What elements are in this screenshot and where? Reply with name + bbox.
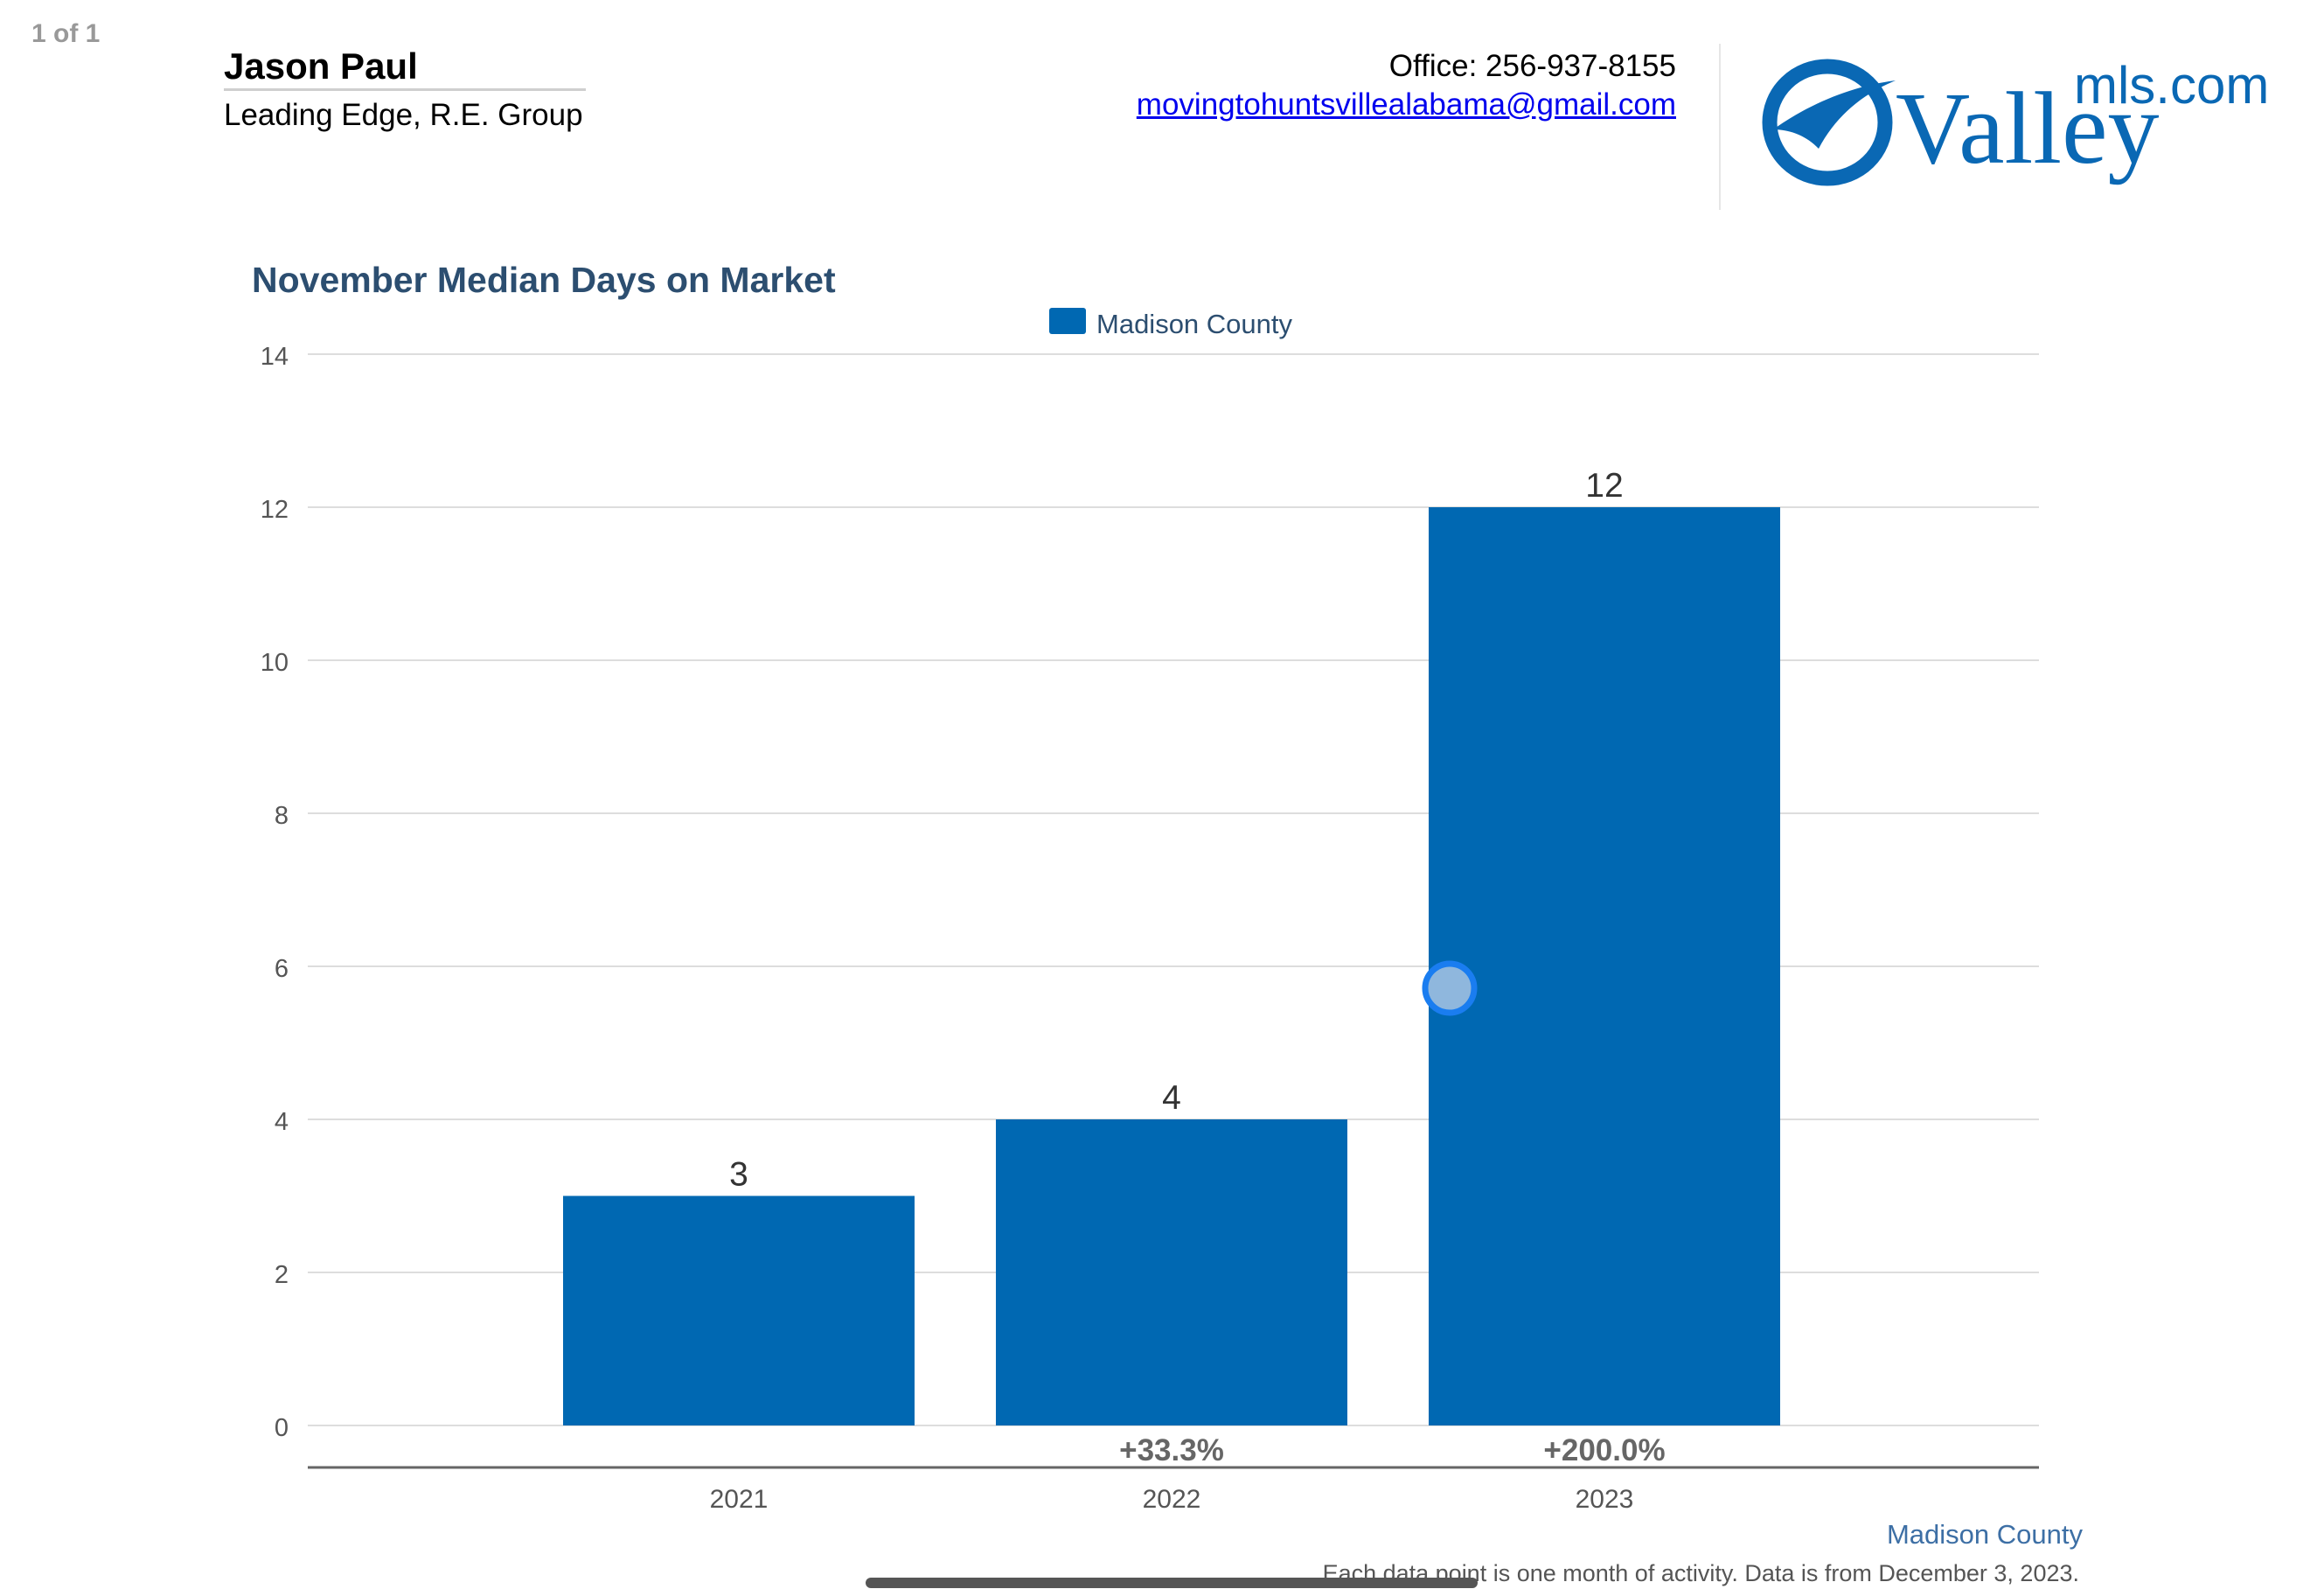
y-tick-label: 14 xyxy=(261,343,289,371)
bars: 3 4 +33.3% 12 +200.0% xyxy=(563,467,1780,1467)
data-label: 12 xyxy=(1585,467,1623,505)
x-tick-label: 2021 xyxy=(710,1485,769,1514)
chart-legend: Madison County xyxy=(1049,308,1293,339)
y-tick-label: 8 xyxy=(275,802,289,830)
valley-mls-logo[interactable]: Valley mls.com xyxy=(1757,51,2282,199)
chart-title: November Median Days on Market xyxy=(252,260,836,300)
logo-primary-text: Valley xyxy=(1896,71,2159,185)
data-label: 3 xyxy=(729,1156,748,1194)
office-phone: Office: 256-937-8155 xyxy=(1388,49,1676,83)
y-tick-label: 2 xyxy=(275,1261,289,1289)
email-link[interactable]: movingtohuntsvillealabama@gmail.com xyxy=(1136,87,1676,122)
y-tick-label: 10 xyxy=(261,649,289,677)
bar-2023 xyxy=(1429,507,1780,1425)
logo-secondary-text: mls.com xyxy=(2074,56,2269,115)
horizontal-scrollbar[interactable] xyxy=(866,1578,1478,1588)
x-tick-label: 2023 xyxy=(1576,1485,1634,1514)
agent-company: Leading Edge, R.E. Group xyxy=(224,98,583,132)
contact-info: Office: 256-937-8155 movingtohuntsvillea… xyxy=(1137,49,1676,122)
data-label: 4 xyxy=(1162,1079,1181,1117)
change-label: +33.3% xyxy=(1119,1433,1224,1467)
page-indicator: 1 of 1 xyxy=(31,19,101,48)
footer-area-label: Madison County xyxy=(1887,1519,2084,1550)
y-tick-label: 12 xyxy=(261,496,289,524)
y-tick-label: 0 xyxy=(275,1414,289,1442)
legend-label: Madison County xyxy=(1096,309,1293,339)
x-tick-label: 2022 xyxy=(1143,1485,1201,1514)
name-divider xyxy=(224,88,586,91)
legend-swatch xyxy=(1049,308,1086,334)
y-axis: 0 2 4 6 8 10 12 14 xyxy=(261,343,289,1442)
valley-swoosh-icon xyxy=(1762,59,1896,186)
y-tick-label: 6 xyxy=(275,955,289,983)
change-label: +200.0% xyxy=(1543,1433,1665,1467)
x-axis: 2021 2022 2023 xyxy=(710,1485,1634,1514)
tap-indicator xyxy=(1422,960,1478,1016)
y-tick-label: 4 xyxy=(275,1108,289,1136)
header-divider xyxy=(1719,44,1721,210)
bar-2021 xyxy=(563,1195,915,1425)
bar-2022 xyxy=(996,1119,1347,1425)
agent-name: Jason Paul xyxy=(224,45,418,87)
